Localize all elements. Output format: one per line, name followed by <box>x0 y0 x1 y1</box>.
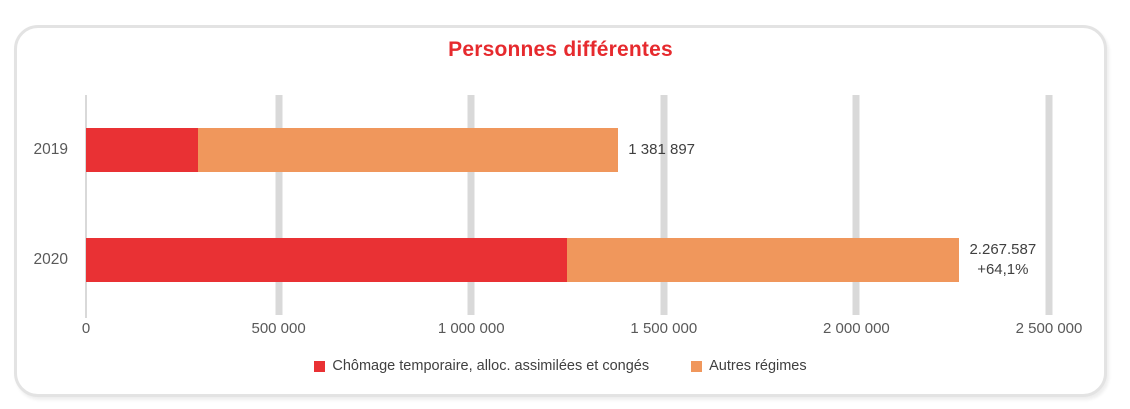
legend-item: Autres régimes <box>691 358 807 374</box>
x-tick-label: 500 000 <box>251 320 306 337</box>
bar-segment <box>86 238 568 282</box>
gridline <box>467 95 475 315</box>
bar-segment <box>197 128 619 172</box>
legend-label: Autres régimes <box>709 358 807 374</box>
plot-area: 2019 1 381 897 2020 2.267.587 +64,1% <box>34 95 1053 318</box>
legend-swatch-icon <box>314 360 326 372</box>
category-label: 2020 <box>33 251 68 268</box>
bar-segment <box>86 128 198 172</box>
x-tick-label: 1 500 000 <box>630 320 698 337</box>
category-label: 2019 <box>33 141 68 158</box>
gridline <box>1045 95 1053 315</box>
bar-value-label-line: 1 381 897 <box>628 141 696 159</box>
bar-value-label-line: 2.267.587 <box>969 241 1037 259</box>
gridline <box>852 95 860 315</box>
legend-swatch-icon <box>691 360 703 372</box>
chart-panel: Personnes différentes 2019 1 381 897 2020 2… <box>14 25 1107 397</box>
bar-value-label-line: +64,1% <box>977 261 1029 278</box>
x-axis: 0 500 000 1 000 000 1 500 000 2 000 000 2 500… <box>82 320 1083 340</box>
bar-row <box>86 128 619 172</box>
bar-segment <box>567 238 960 282</box>
gridline <box>660 95 668 315</box>
chart-title: Personnes différentes <box>448 38 673 61</box>
y-axis-line <box>85 95 87 318</box>
gridline <box>275 95 283 315</box>
legend-item: Chômage temporaire, alloc. assimilées et… <box>314 358 649 374</box>
bar-value-label: 1 381 897 <box>628 140 695 160</box>
bar-row <box>86 238 960 282</box>
x-tick-label: 1 000 000 <box>437 320 505 337</box>
legend-label: Chômage temporaire, alloc. assimilées et… <box>332 358 650 374</box>
x-tick-label: 2 000 000 <box>823 320 890 337</box>
legend: Chômage temporaire, alloc. assimilées et… <box>17 358 1104 374</box>
bar-value-label: 2.267.587 +64,1% <box>969 240 1036 280</box>
x-tick-label: 0 <box>81 320 91 337</box>
x-tick-label: 2 500 000 <box>1015 320 1083 337</box>
